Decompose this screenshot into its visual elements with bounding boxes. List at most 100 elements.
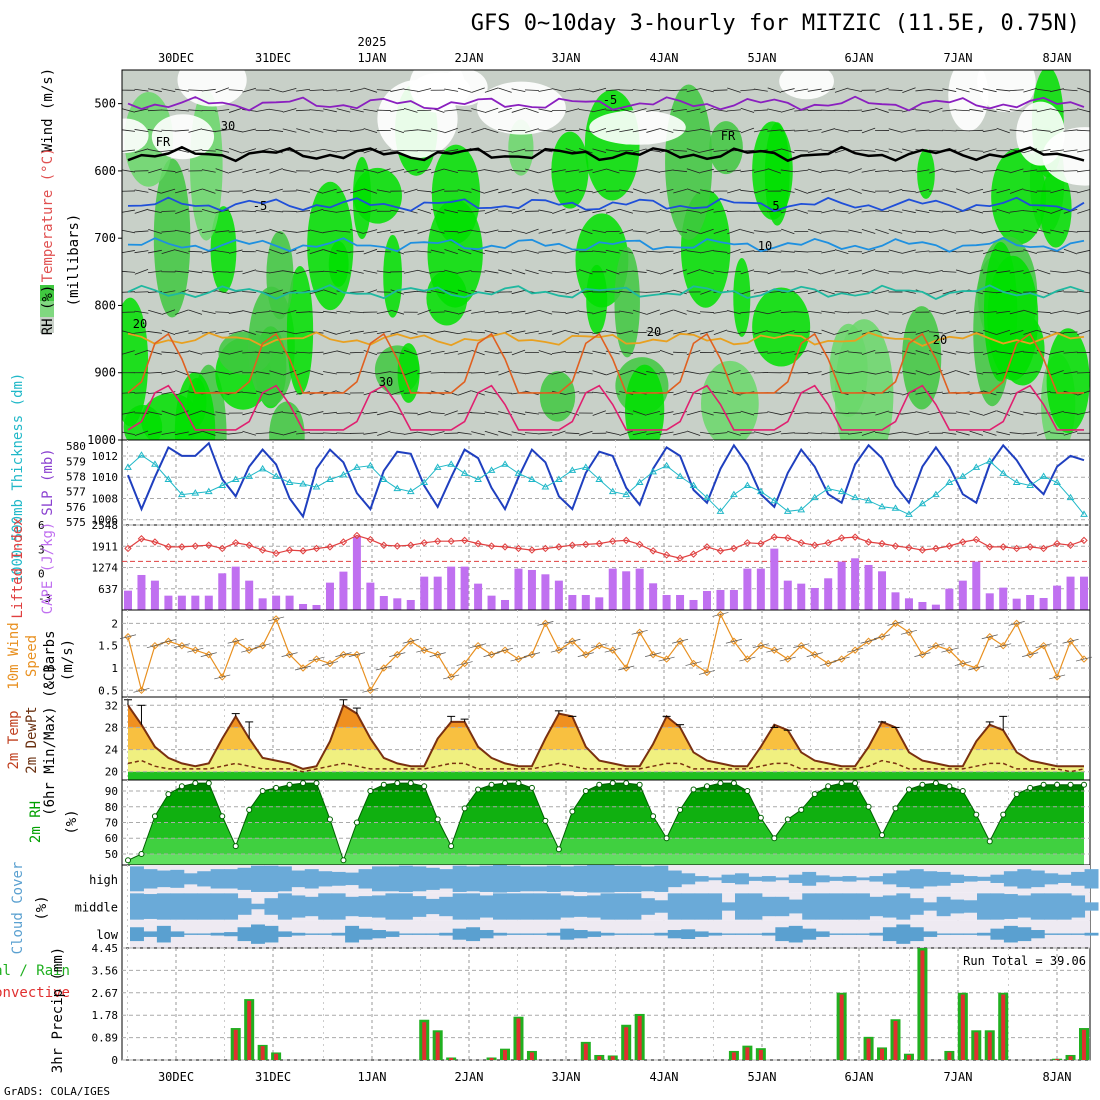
cloud-bar — [963, 876, 978, 882]
wind-barb — [188, 410, 203, 416]
wind-barb — [215, 411, 230, 415]
dewpoint-line — [127, 759, 1085, 773]
wind-barb — [861, 189, 876, 193]
wind10-barb — [698, 670, 716, 675]
li-point — [743, 539, 752, 547]
cape-bar — [299, 603, 308, 610]
wind-barb — [982, 88, 997, 93]
contour-label: 20 — [933, 333, 947, 347]
thickness-point — [945, 478, 954, 485]
wind-barb — [740, 107, 755, 113]
thickness-ytick: 577 — [66, 486, 86, 499]
wind10-point — [326, 659, 334, 668]
wind-barb — [242, 148, 256, 154]
li-point — [905, 543, 913, 552]
thickness-point — [353, 463, 361, 470]
wind-barb — [174, 351, 189, 354]
wind-barb — [807, 148, 822, 153]
wind-barb — [794, 250, 809, 253]
thickness-point — [595, 475, 604, 482]
wind-barb — [444, 269, 459, 274]
wind-barb — [201, 169, 216, 173]
wind-barb — [376, 351, 391, 354]
wind-barb — [982, 229, 997, 234]
wind-barb — [255, 311, 270, 314]
wind-barb — [713, 310, 728, 314]
wind-barb — [228, 128, 243, 133]
wind-barb — [700, 330, 714, 335]
precip-ytick: 1.78 — [92, 1009, 119, 1022]
wind-barb — [1050, 310, 1065, 314]
precip-conv-bar — [624, 1027, 629, 1060]
wind-barb — [174, 330, 189, 335]
wind-barb — [834, 269, 849, 274]
li-point — [137, 535, 146, 543]
wind-barb — [444, 310, 459, 315]
precip-conv-bar — [1068, 1056, 1073, 1060]
li-point — [1080, 536, 1088, 545]
thickness-point — [218, 481, 227, 489]
wind-barb — [861, 350, 876, 356]
date-label-top: 31DEC — [255, 51, 291, 65]
wind-barb — [780, 148, 795, 154]
wind-barb — [134, 392, 149, 394]
wind-barb — [444, 168, 459, 174]
thickness-point — [231, 475, 240, 482]
cape-bar — [137, 574, 146, 610]
wind-barb — [148, 350, 162, 355]
rh-point — [905, 786, 912, 793]
wind-barb — [673, 269, 687, 275]
wind-barb — [834, 311, 849, 314]
rh-legend-swatch — [40, 301, 54, 317]
wind-barb — [309, 311, 324, 313]
cloud-bar — [1057, 893, 1072, 920]
wind-barb — [565, 330, 580, 335]
wind10-barb — [900, 629, 918, 635]
precip-conv-bar — [1001, 994, 1006, 1060]
wind-barb — [269, 228, 283, 235]
wind-barb — [1077, 411, 1090, 415]
wind-barb — [323, 329, 337, 335]
wind-barb — [336, 310, 351, 314]
wind-barb — [915, 169, 930, 173]
li-point — [635, 540, 644, 549]
wind-barb — [915, 250, 930, 253]
wind-barb — [821, 289, 835, 295]
rh-point — [717, 780, 724, 787]
rh-shade — [189, 89, 223, 241]
wind-barb — [902, 229, 916, 234]
wind-barb — [982, 148, 997, 154]
wind-barb — [390, 309, 405, 315]
wind-barb — [646, 228, 660, 234]
rh-point — [838, 780, 845, 787]
thickness-point — [622, 490, 631, 498]
wind10-point — [730, 637, 738, 645]
thickness-point — [878, 502, 886, 510]
cloud-bar — [546, 865, 561, 892]
cloud-bar — [856, 893, 870, 920]
thickness-point — [379, 475, 388, 482]
wind-barb — [471, 229, 486, 233]
rh-band — [128, 838, 1084, 854]
wind-barb — [969, 250, 984, 254]
wind-barb — [255, 432, 270, 435]
wind-barb — [673, 289, 687, 295]
wind-barb — [632, 309, 647, 315]
wind-barb — [686, 108, 701, 113]
wind-barb — [929, 107, 943, 113]
wind10-point — [743, 655, 752, 663]
wind-barb — [713, 149, 728, 152]
wind-barb — [1023, 391, 1038, 395]
wind-barb — [430, 350, 445, 355]
wind-barb — [134, 230, 149, 233]
thickness-point — [299, 480, 307, 487]
wind-barb — [565, 209, 580, 214]
wind-barb — [269, 310, 284, 314]
wind-barb — [417, 431, 432, 435]
wind-barb — [740, 89, 755, 92]
wind-barb — [942, 289, 957, 295]
precip-conv-bar — [987, 1032, 992, 1060]
wind10-barb — [254, 643, 271, 649]
wind-barb — [417, 169, 432, 173]
rh-shade — [426, 270, 468, 326]
